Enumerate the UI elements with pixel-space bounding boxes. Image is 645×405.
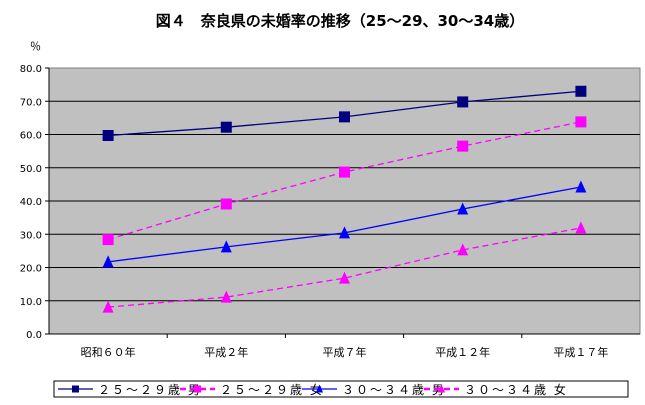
y-tick-label: 20.0 [20, 264, 42, 275]
data-point [102, 300, 114, 313]
data-point [339, 271, 350, 284]
legend: ２５～２９歳 男 ２５～２９歳 女 ３０～３４歳 男 ３０～３４歳 女 [53, 380, 629, 398]
chart-title: 図４ 奈良県の未婚率の推移（25～29、30～34歳） [156, 12, 525, 30]
data-point [102, 129, 114, 141]
data-point [102, 255, 114, 268]
data-point [575, 85, 587, 97]
data-point [457, 140, 469, 152]
data-point [575, 180, 587, 193]
data-point [339, 226, 350, 239]
data-point [220, 240, 232, 253]
y-tick-label: 80.0 [20, 64, 42, 75]
legend-label: ２５～２９歳 女 [220, 382, 324, 397]
y-tick-label: 70.0 [20, 97, 42, 108]
y-tick-label: 50.0 [20, 164, 42, 175]
y-tick-label: 10.0 [20, 297, 42, 308]
legend-marker [438, 384, 445, 393]
y-tick-label: 30.0 [20, 230, 42, 241]
x-tick-label: 平成２年 [204, 345, 248, 359]
legend-label: ３０～３４歳 女 [464, 382, 568, 397]
y-tick-label: 40.0 [20, 197, 42, 208]
data-point [102, 234, 114, 246]
legend-label: ３０～３４歳 男 [342, 383, 446, 397]
y-axis-label: ％ [30, 40, 41, 53]
data-point [220, 121, 232, 133]
x-tick-label: 昭和６０年 [81, 345, 136, 359]
data-point [339, 111, 350, 123]
x-tick-label: 平成１７年 [553, 345, 608, 359]
data-point [457, 96, 469, 108]
data-point [457, 243, 469, 256]
data-point [457, 202, 469, 215]
legend-marker [194, 385, 201, 393]
y-tick-label: 60.0 [20, 131, 42, 142]
legend-marker [316, 384, 323, 393]
data-point [575, 221, 587, 234]
x-tick-label: 平成７年 [323, 345, 367, 359]
data-point [575, 116, 587, 128]
data-point [339, 166, 350, 178]
data-point [220, 198, 232, 210]
legend-label: ２５～２９歳 男 [98, 383, 202, 397]
legend-box [53, 380, 629, 398]
data-point [220, 290, 232, 303]
x-tick-label: 平成１２年 [435, 345, 490, 359]
y-tick-label: 0.0 [26, 330, 42, 341]
legend-marker [72, 385, 79, 393]
